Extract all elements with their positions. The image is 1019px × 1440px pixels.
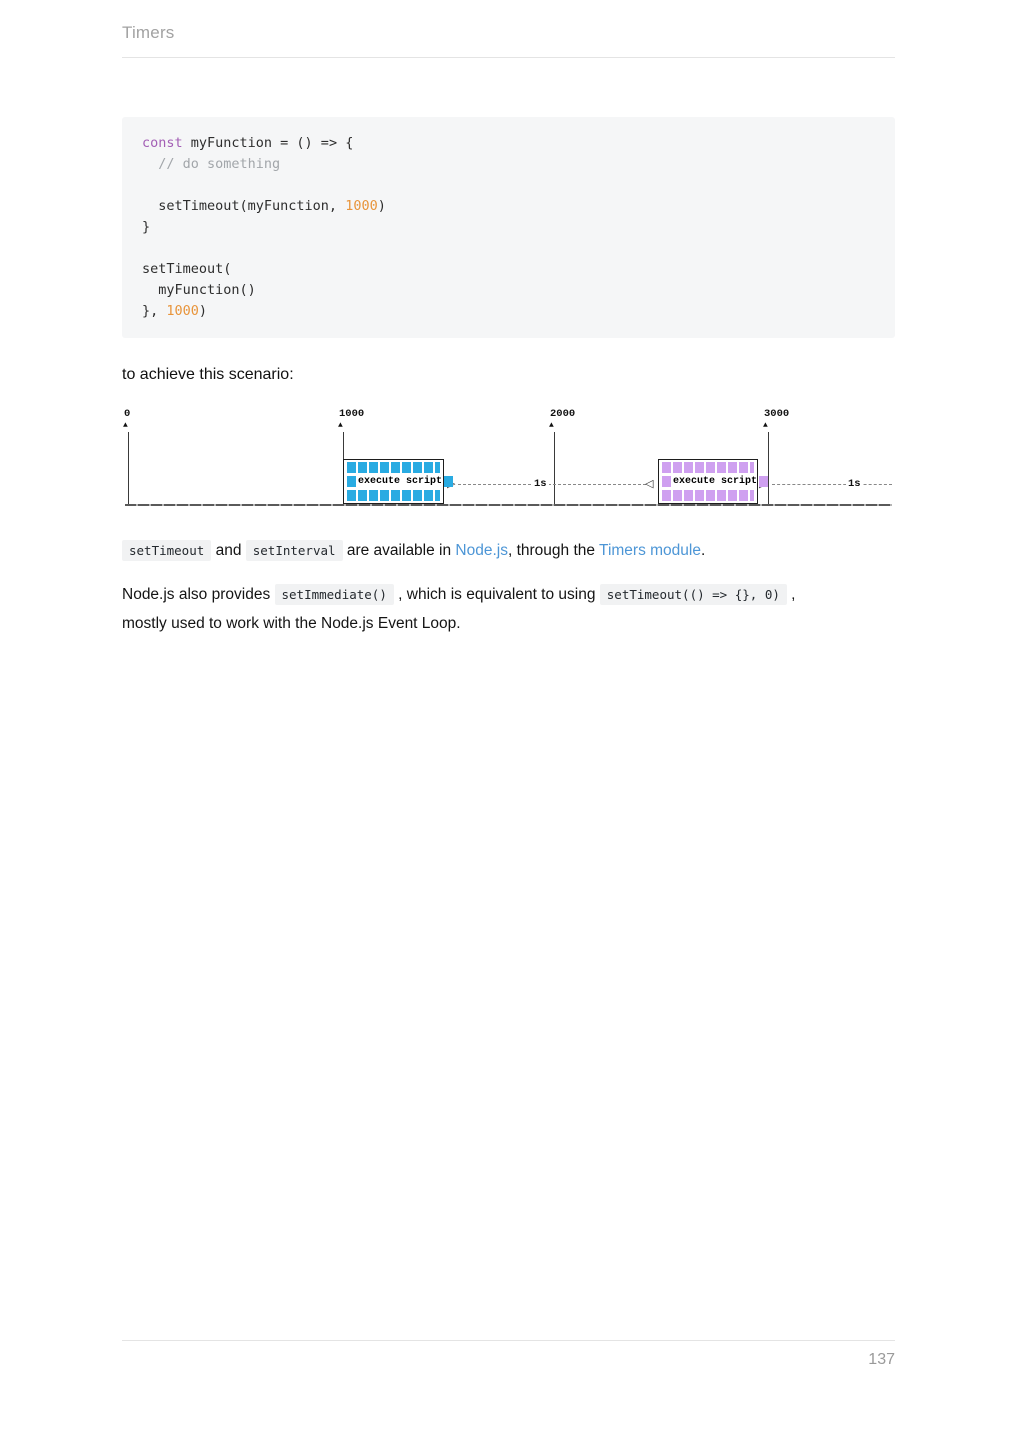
execute-script-label: execute script xyxy=(673,476,758,487)
timeline-vline-2000 xyxy=(554,432,555,504)
tick-3000: 3000 ▲ xyxy=(763,408,789,431)
page-footer: 137 xyxy=(122,1340,895,1369)
tick-2000: 2000 ▲ xyxy=(549,408,575,431)
timeline-baseline xyxy=(125,504,892,506)
hatch-pattern xyxy=(662,462,754,473)
gap-line-1 xyxy=(458,484,646,485)
execute-script-row: execute script xyxy=(347,475,454,488)
code-number: 1000 xyxy=(166,303,199,319)
inline-code-settimeout: setTimeout xyxy=(122,540,212,561)
text: and xyxy=(211,542,246,559)
code-text: ) xyxy=(377,198,386,214)
execute-script-box-2: execute script xyxy=(658,459,769,504)
code-line: } xyxy=(142,219,151,235)
page-title: Timers xyxy=(122,23,175,42)
code-line-blank xyxy=(142,238,875,259)
timeline-diagram: 0 ▲ 1000 ▲ 2000 ▲ 3000 ▲ xyxy=(122,408,895,511)
code-line: myFunction() xyxy=(142,282,256,298)
code-line: setTimeout( xyxy=(142,261,232,277)
timeline-vline-3000 xyxy=(768,432,769,504)
code-text: setTimeout(myFunction, xyxy=(142,198,346,214)
code-line: }, 1000) xyxy=(142,301,875,322)
paragraph-availability: setTimeout and setInterval are available… xyxy=(122,536,895,565)
hatch-tile xyxy=(347,476,356,487)
document-page: Timers const myFunction = () => { // do … xyxy=(0,0,1019,1368)
hatch-pattern xyxy=(347,462,440,473)
hatch-tile xyxy=(662,476,671,487)
code-line: setTimeout(myFunction, 1000) xyxy=(142,196,875,217)
code-line-blank xyxy=(142,175,875,196)
header-divider xyxy=(122,57,895,58)
gap-label-1s: 1s xyxy=(532,477,549,491)
tick-label-0: 0 xyxy=(124,408,131,420)
code-text: }, xyxy=(142,303,167,319)
text: , xyxy=(786,586,796,603)
scenario-intro-text: to achieve this scenario: xyxy=(122,366,294,383)
code-text: myFunction = () => { xyxy=(182,135,354,151)
tick-label-1000: 1000 xyxy=(339,408,365,420)
paragraph-setimmediate: Node.js also provides setImmediate() , w… xyxy=(122,580,895,638)
tick-arrow-icon: ▲ xyxy=(549,421,554,430)
text: , through the xyxy=(507,542,600,559)
code-text: ) xyxy=(198,303,208,319)
tick-0: 0 ▲ xyxy=(123,408,130,431)
inline-code-setinterval: setInterval xyxy=(245,540,343,561)
hatch-tile xyxy=(759,476,769,487)
text: are available in xyxy=(342,542,456,559)
inline-code-settimeout-zero: setTimeout(() => {}, 0) xyxy=(599,584,787,605)
gap-line-2 xyxy=(772,484,892,485)
execute-script-box-1: execute script xyxy=(343,459,454,504)
inline-code-setimmediate: setImmediate() xyxy=(274,584,394,605)
tick-arrow-icon: ▲ xyxy=(763,421,768,430)
timers-module-link[interactable]: Timers module xyxy=(599,542,701,559)
text: mostly used to work with the Node.js Eve… xyxy=(122,615,461,632)
code-comment: // do something xyxy=(142,156,281,172)
tick-label-3000: 3000 xyxy=(764,408,790,420)
code-line: const myFunction = () => { xyxy=(142,133,875,154)
page-header: Timers xyxy=(122,0,895,43)
hatch-pattern xyxy=(347,490,440,501)
execute-script-label: execute script xyxy=(358,476,443,487)
tick-1000: 1000 ▲ xyxy=(338,408,364,431)
tick-arrow-icon: ▲ xyxy=(123,421,128,430)
code-block: const myFunction = () => { // do somethi… xyxy=(122,117,895,338)
nodejs-link[interactable]: Node.js xyxy=(455,542,508,559)
hatch-tile xyxy=(444,476,454,487)
text: , which is equivalent to using xyxy=(393,586,600,603)
code-keyword: const xyxy=(142,135,183,151)
tick-label-2000: 2000 xyxy=(550,408,576,420)
text: Node.js also provides xyxy=(122,586,275,603)
hatch-pattern xyxy=(662,490,754,501)
code-number: 1000 xyxy=(345,198,378,214)
timeline-vline-0 xyxy=(128,432,129,504)
gap-label-1s: 1s xyxy=(846,477,863,491)
page-number: 137 xyxy=(868,1351,895,1368)
arrow-left-icon: ◁ xyxy=(645,477,654,490)
execute-script-row: execute script xyxy=(662,475,769,488)
content-area: Timers const myFunction = () => { // do … xyxy=(122,0,895,638)
tick-arrow-icon: ▲ xyxy=(338,421,343,430)
text: . xyxy=(700,542,706,559)
